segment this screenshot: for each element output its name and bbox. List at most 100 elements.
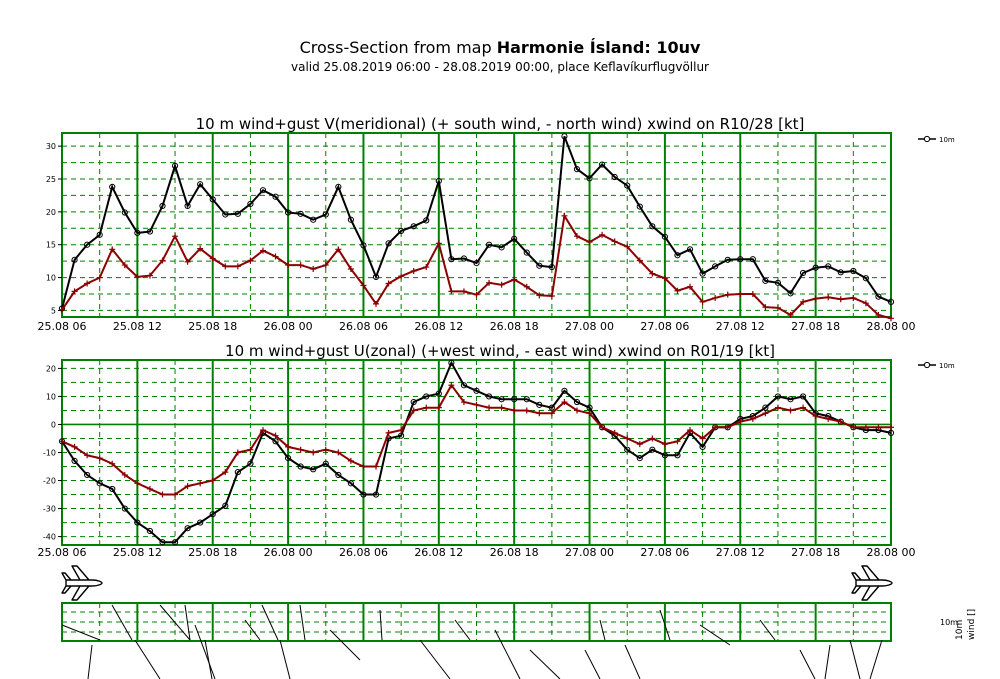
y-tick-label: 10 bbox=[46, 274, 56, 283]
data-point bbox=[259, 247, 266, 254]
data-point bbox=[599, 424, 606, 431]
data-point bbox=[661, 275, 668, 282]
data-point bbox=[774, 304, 781, 311]
data-point bbox=[599, 161, 606, 168]
data-point bbox=[636, 203, 643, 210]
data-point bbox=[536, 410, 543, 417]
data-point bbox=[272, 432, 279, 439]
data-point bbox=[372, 273, 380, 281]
data-point bbox=[84, 452, 91, 459]
barb-axis-label: 10m bbox=[955, 620, 965, 640]
data-point bbox=[109, 183, 116, 190]
wind-barb bbox=[869, 639, 883, 679]
data-point bbox=[360, 282, 367, 289]
data-point bbox=[109, 485, 116, 493]
data-point bbox=[410, 268, 417, 274]
data-point bbox=[498, 281, 505, 288]
data-point bbox=[787, 396, 794, 403]
data-point bbox=[159, 491, 166, 498]
data-point bbox=[435, 390, 442, 397]
data-point bbox=[674, 452, 681, 459]
data-point bbox=[699, 443, 706, 450]
data-point bbox=[561, 387, 568, 394]
wind-barb bbox=[159, 604, 191, 641]
wind-barb bbox=[299, 604, 306, 641]
data-point bbox=[197, 519, 204, 526]
data-point bbox=[96, 480, 103, 487]
data-point bbox=[171, 539, 179, 546]
data-point bbox=[134, 519, 141, 526]
chart-panel-1: 10 m wind+gust V(meridional) (+ south wi… bbox=[38, 115, 955, 333]
main-subtitle: valid 25.08.2019 06:00 - 28.08.2019 00:0… bbox=[290, 60, 709, 74]
data-point bbox=[799, 393, 807, 400]
data-point bbox=[285, 262, 292, 269]
wind-barb bbox=[454, 619, 471, 641]
data-point bbox=[800, 404, 807, 411]
wind-barb bbox=[824, 644, 831, 679]
data-point bbox=[423, 393, 430, 400]
data-point bbox=[687, 283, 694, 290]
data-point bbox=[59, 306, 65, 313]
data-point bbox=[272, 253, 279, 260]
data-point bbox=[825, 294, 832, 301]
data-point bbox=[624, 243, 631, 250]
data-point bbox=[586, 410, 593, 417]
data-point bbox=[121, 262, 128, 269]
legend-marker bbox=[923, 361, 931, 369]
wind-barb bbox=[61, 624, 101, 641]
data-point bbox=[423, 264, 430, 271]
data-point bbox=[247, 446, 254, 453]
data-point bbox=[875, 424, 882, 431]
data-point bbox=[297, 262, 304, 269]
data-point bbox=[398, 227, 405, 235]
data-point bbox=[486, 404, 493, 411]
data-point bbox=[234, 449, 241, 456]
wind-barb bbox=[279, 639, 291, 679]
data-point bbox=[435, 240, 442, 247]
data-point bbox=[134, 273, 141, 280]
data-point bbox=[799, 269, 807, 277]
data-point bbox=[335, 471, 342, 479]
data-point bbox=[385, 280, 392, 287]
data-point bbox=[96, 274, 103, 281]
data-point bbox=[272, 193, 279, 200]
data-point bbox=[511, 407, 518, 414]
y-tick-label: -20 bbox=[43, 477, 56, 486]
wind-barb bbox=[494, 629, 521, 679]
y-tick-label: 20 bbox=[46, 364, 56, 373]
data-point bbox=[862, 300, 869, 307]
legend-label: 10m bbox=[939, 136, 955, 144]
data-point bbox=[724, 424, 731, 431]
data-point bbox=[511, 235, 518, 242]
x-tick-label: 27.08 06 bbox=[640, 320, 689, 333]
data-point bbox=[737, 418, 744, 425]
data-point bbox=[888, 424, 894, 431]
data-point bbox=[347, 457, 354, 464]
data-point bbox=[297, 446, 304, 453]
y-tick-label: 20 bbox=[46, 208, 56, 217]
data-point bbox=[435, 404, 442, 411]
data-point bbox=[109, 460, 116, 467]
legend-label: 10m bbox=[939, 362, 955, 370]
series-line-gust bbox=[61, 135, 892, 309]
data-point bbox=[159, 202, 166, 210]
barb-level-label: 10m bbox=[940, 618, 958, 627]
wind-barb bbox=[111, 604, 133, 641]
data-point bbox=[762, 410, 769, 417]
data-point bbox=[511, 396, 518, 403]
data-point bbox=[862, 424, 869, 431]
data-point bbox=[272, 438, 279, 445]
data-point bbox=[84, 280, 91, 287]
x-tick-label: 25.08 18 bbox=[188, 320, 237, 333]
data-point bbox=[209, 255, 216, 262]
x-tick-label: 27.08 12 bbox=[716, 320, 765, 333]
data-point bbox=[523, 283, 530, 290]
wind-barb bbox=[329, 629, 361, 661]
data-point bbox=[209, 477, 216, 484]
data-point bbox=[222, 469, 229, 476]
data-point bbox=[887, 429, 895, 436]
data-point bbox=[372, 491, 380, 498]
data-point bbox=[548, 292, 555, 299]
data-point bbox=[699, 270, 706, 277]
